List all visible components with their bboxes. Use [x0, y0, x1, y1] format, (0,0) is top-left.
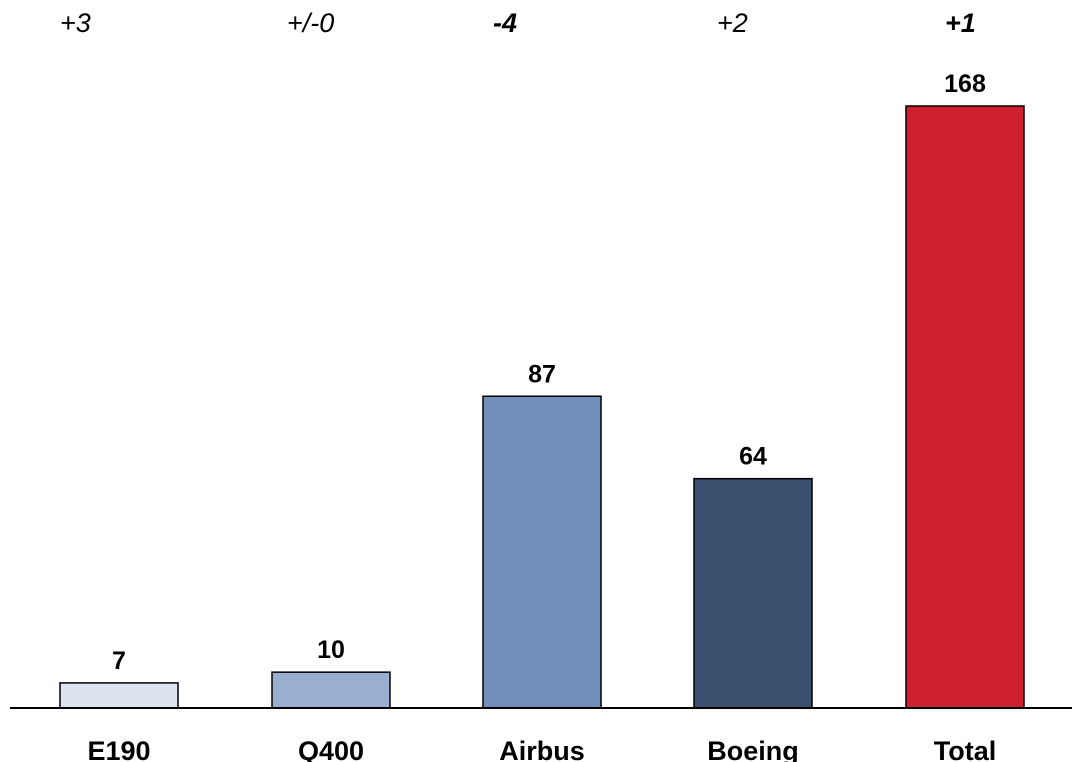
category-labels: E190 Q400 Airbus Boeing Total: [87, 736, 996, 762]
value-labels: 7 10 87 64 168: [112, 70, 986, 675]
bar-total: [905, 105, 1025, 709]
value-label-q400: 10: [317, 636, 345, 664]
change-label-airbus: -4: [493, 8, 517, 38]
bars: [59, 105, 1025, 709]
category-label-boeing: Boeing: [707, 736, 799, 762]
change-label-e190: +3: [60, 8, 91, 38]
category-label-total: Total: [934, 736, 997, 762]
value-label-boeing: 64: [739, 443, 767, 471]
category-label-e190: E190: [87, 736, 150, 762]
bar-e190: [59, 682, 179, 709]
bar-boeing: [693, 477, 813, 709]
category-label-q400: Q400: [298, 736, 364, 762]
category-label-airbus: Airbus: [499, 736, 585, 762]
bar-airbus: [482, 395, 602, 709]
change-label-boeing: +2: [717, 8, 748, 38]
bar-q400: [271, 671, 391, 709]
value-label-total: 168: [944, 70, 986, 98]
change-label-q400: +/-0: [287, 8, 334, 38]
value-label-airbus: 87: [528, 360, 556, 388]
change-label-total: +1: [945, 8, 976, 38]
value-label-e190: 7: [112, 647, 126, 675]
change-labels: +3 +/-0 -4 +2 +1: [60, 8, 976, 38]
